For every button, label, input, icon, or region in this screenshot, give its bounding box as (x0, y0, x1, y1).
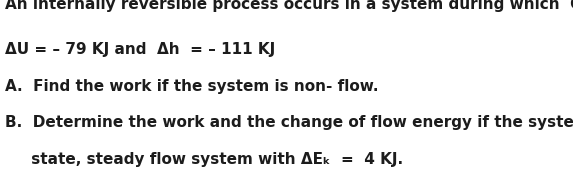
Text: B.  Determine the work and the change of flow energy if the system is steady: B. Determine the work and the change of … (5, 115, 573, 130)
Text: state, steady flow system with ΔEₖ  =  4 KJ.: state, steady flow system with ΔEₖ = 4 K… (5, 152, 403, 167)
Text: An internally reversible process occurs in a system during which  Q = – 12 KJ,: An internally reversible process occurs … (5, 0, 573, 12)
Text: ΔU = – 79 KJ and  Δh  = – 111 KJ: ΔU = – 79 KJ and Δh = – 111 KJ (5, 42, 275, 57)
Text: A.  Find the work if the system is non- flow.: A. Find the work if the system is non- f… (5, 79, 378, 94)
